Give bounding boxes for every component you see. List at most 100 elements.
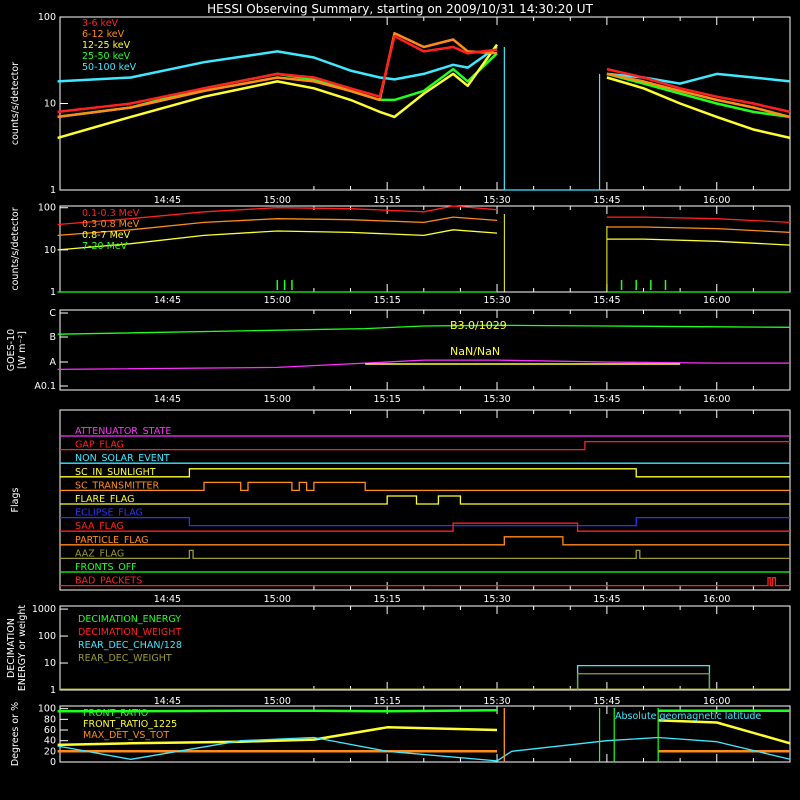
goes-tick-label: 15:15 bbox=[373, 394, 400, 405]
legend-entry: 7-20 MeV bbox=[82, 241, 128, 252]
flags-tick-label: 15:30 bbox=[483, 594, 510, 605]
rates-tick-label: 16:00 bbox=[703, 195, 730, 206]
decimation-tick-label: 15:45 bbox=[593, 696, 620, 707]
flag-line bbox=[60, 495, 790, 505]
data-gap-line bbox=[503, 46, 601, 191]
hi-rates-tick-label: 15:30 bbox=[483, 295, 510, 306]
decimation-tick-label: 14:45 bbox=[154, 696, 181, 707]
goes-panel bbox=[59, 309, 791, 391]
goes-series-line bbox=[57, 324, 791, 335]
legend-entry: REAR_DEC_CHAN/128 bbox=[78, 640, 182, 651]
y-tick-label: 40 bbox=[44, 736, 56, 747]
geo-annotation: Absolute geomagnetic latitude bbox=[615, 711, 761, 722]
y-axis-label: [W m⁻²] bbox=[17, 331, 28, 369]
flag-label: SAA_FLAG bbox=[75, 521, 124, 532]
y-tick-label: B bbox=[49, 332, 56, 343]
goes-tick-label: 14:45 bbox=[154, 394, 181, 405]
flag-label: FLARE_FLAG bbox=[75, 494, 135, 505]
goes-annotation: B3.0/1029 bbox=[450, 319, 507, 332]
y-tick-label: 1 bbox=[50, 685, 56, 696]
goes-tick-label: 15:00 bbox=[264, 394, 291, 405]
rates-series-line bbox=[57, 31, 791, 119]
y-tick-label: 80 bbox=[44, 714, 56, 725]
legend-entry: 6-12 keV bbox=[82, 29, 125, 40]
rates-tick-label: 15:15 bbox=[373, 195, 400, 206]
legend-entry: DECIMATION_WEIGHT bbox=[78, 627, 181, 638]
legend-entry: MAX_DET_VS_TOT bbox=[83, 730, 169, 741]
legend-entry: REAR_DEC_WEIGHT bbox=[78, 653, 172, 664]
y-tick-label: 100 bbox=[38, 12, 56, 23]
hi-rates-tick-label: 15:45 bbox=[593, 295, 620, 306]
y-tick-label: 20 bbox=[44, 746, 56, 757]
geo-series-line bbox=[57, 736, 791, 762]
y-tick-label: 60 bbox=[44, 725, 56, 736]
flag-line bbox=[60, 576, 790, 587]
hi-rates-tick-label: 15:00 bbox=[264, 295, 291, 306]
goes-tick-label: 16:00 bbox=[703, 394, 730, 405]
legend-entry: 3-6 keV bbox=[82, 18, 119, 29]
flag-label: BAD_PACKETS bbox=[75, 576, 142, 587]
rates-tick-label: 15:30 bbox=[483, 195, 510, 206]
legend-entry: 0.8-7 MeV bbox=[82, 230, 131, 241]
legend-entry: 50-100 keV bbox=[82, 62, 137, 73]
y-tick-label: 0 bbox=[50, 757, 56, 768]
flag-label: NON_SOLAR_EVENT bbox=[75, 453, 170, 464]
y-tick-label: 100 bbox=[38, 631, 56, 642]
hi-rates-tick-label: 15:15 bbox=[373, 295, 400, 306]
y-axis-label: DECIMATION bbox=[6, 618, 17, 678]
decimation-tick-label: 15:15 bbox=[373, 696, 400, 707]
flag-label: FRONTS_OFF bbox=[75, 562, 137, 573]
y-tick-label: 10 bbox=[44, 99, 56, 110]
flag-line bbox=[60, 481, 790, 492]
decimation-step bbox=[576, 673, 711, 690]
y-tick-label: 10 bbox=[44, 245, 56, 256]
y-tick-label: 1 bbox=[50, 287, 56, 298]
y-tick-label: A bbox=[50, 357, 57, 368]
goes-series-line bbox=[57, 359, 790, 371]
y-tick-label: 100 bbox=[38, 203, 56, 214]
hi-rates-tick-label: 14:45 bbox=[154, 295, 181, 306]
flag-line bbox=[60, 536, 790, 546]
hi-rates-series-line bbox=[57, 205, 791, 226]
y-axis-label: counts/s/detector bbox=[10, 62, 21, 145]
legend-entry: 25-50 keV bbox=[82, 51, 131, 62]
decimation-tick-label: 16:00 bbox=[703, 696, 730, 707]
y-tick-label: 100 bbox=[38, 704, 56, 715]
hi-rates-tick-label: 16:00 bbox=[703, 295, 730, 306]
decimation-panel bbox=[59, 605, 791, 691]
flags-tick-label: 16:00 bbox=[703, 594, 730, 605]
geo-series-line bbox=[57, 709, 790, 713]
flag-label: SC_IN_SUNLIGHT bbox=[75, 467, 156, 478]
flag-label: ECLIPSE_FLAG bbox=[75, 508, 143, 519]
rates-series-line bbox=[57, 34, 791, 114]
hi-rates-series-line bbox=[57, 216, 791, 237]
flag-line bbox=[60, 522, 790, 532]
legend-entry: FRONT_RATIO_1225 bbox=[83, 719, 177, 730]
rates-tick-label: 15:00 bbox=[264, 195, 291, 206]
legend-entry: DECIMATION_ENERGY bbox=[78, 614, 181, 625]
flag-line bbox=[60, 549, 790, 560]
y-axis-label: ENERGY or weight bbox=[17, 605, 28, 691]
flags-tick-label: 15:45 bbox=[593, 594, 620, 605]
flag-label: ATTENUATOR_STATE bbox=[75, 426, 171, 437]
flag-line bbox=[60, 468, 790, 478]
y-tick-label: 10 bbox=[44, 658, 56, 669]
hi-rates-series-line bbox=[57, 229, 791, 251]
y-tick-label: C bbox=[49, 308, 56, 319]
legend-entry: 0.1-0.3 MeV bbox=[82, 208, 140, 219]
decimation-tick-label: 15:00 bbox=[264, 696, 291, 707]
y-axis-label: GOES-10 bbox=[6, 329, 17, 371]
y-tick-label: 1 bbox=[50, 185, 56, 196]
figure-title: HESSI Observing Summary, starting on 200… bbox=[207, 2, 593, 16]
rates-series-line bbox=[57, 43, 791, 140]
flags-panel bbox=[59, 409, 791, 591]
decimation-tick-label: 15:30 bbox=[483, 696, 510, 707]
geo-series-line bbox=[57, 719, 791, 747]
y-axis-label: Degrees or % bbox=[10, 702, 21, 766]
y-axis-label: Flags bbox=[10, 487, 21, 512]
hi-rates-panel bbox=[59, 205, 791, 293]
goes-tick-label: 15:45 bbox=[593, 394, 620, 405]
rates-tick-label: 14:45 bbox=[154, 195, 181, 206]
y-tick-label: A0.1 bbox=[34, 381, 56, 392]
